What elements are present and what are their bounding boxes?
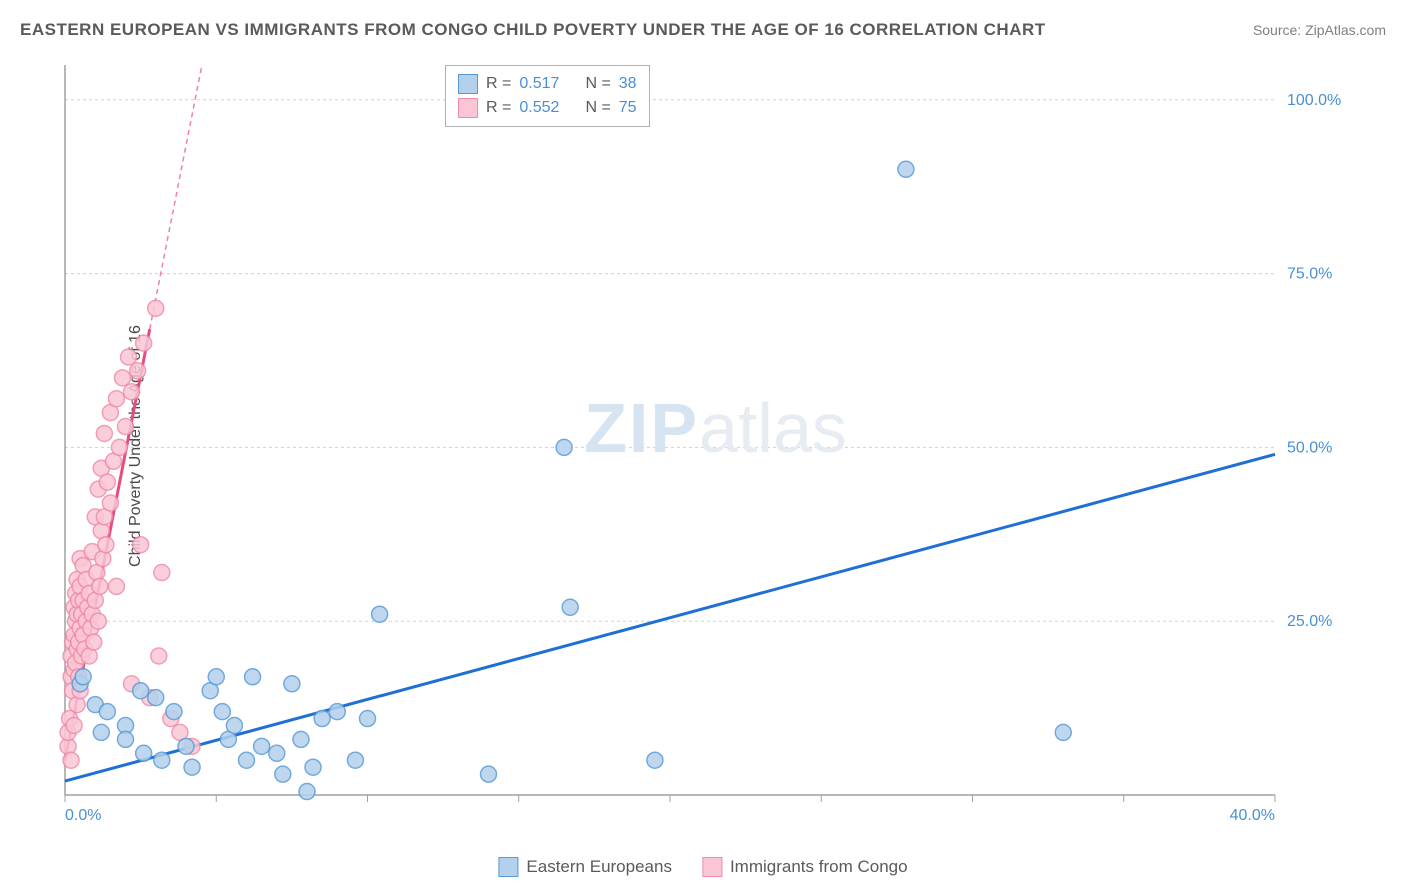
data-point-pink: [124, 384, 140, 400]
y-tick-label: 50.0%: [1287, 439, 1332, 456]
stat-r-label: R =: [486, 99, 511, 117]
data-point-blue: [214, 704, 230, 720]
trend-line-blue: [65, 454, 1275, 781]
stat-n-value: 75: [619, 99, 637, 117]
swatch-blue: [498, 857, 518, 877]
data-point-pink: [98, 537, 114, 553]
data-point-blue: [647, 752, 663, 768]
legend-item: Eastern Europeans: [498, 857, 672, 877]
stat-r-value: 0.552: [519, 99, 559, 117]
swatch-pink: [458, 98, 478, 118]
chart-header: EASTERN EUROPEAN VS IMMIGRANTS FROM CONG…: [20, 20, 1386, 40]
data-point-blue: [1055, 724, 1071, 740]
data-point-pink: [151, 648, 167, 664]
data-point-blue: [154, 752, 170, 768]
data-point-pink: [99, 474, 115, 490]
data-point-blue: [360, 711, 376, 727]
data-point-pink: [63, 752, 79, 768]
data-point-blue: [556, 439, 572, 455]
data-point-pink: [121, 349, 137, 365]
legend-label: Eastern Europeans: [526, 857, 672, 877]
data-point-blue: [99, 704, 115, 720]
legend-label: Immigrants from Congo: [730, 857, 908, 877]
bottom-legend: Eastern Europeans Immigrants from Congo: [498, 857, 907, 877]
data-point-pink: [111, 439, 127, 455]
data-point-pink: [90, 613, 106, 629]
swatch-blue: [458, 74, 478, 94]
stat-r-label: R =: [486, 75, 511, 93]
data-point-blue: [208, 669, 224, 685]
trend-line-pink-dashed: [150, 65, 202, 329]
data-point-pink: [108, 391, 124, 407]
data-point-blue: [136, 745, 152, 761]
legend-item: Immigrants from Congo: [702, 857, 908, 877]
data-point-pink: [108, 578, 124, 594]
stats-legend-box: R = 0.517 N = 38 R = 0.552 N = 75: [445, 65, 650, 127]
data-point-blue: [314, 711, 330, 727]
data-point-blue: [184, 759, 200, 775]
data-point-pink: [148, 300, 164, 316]
stats-row: R = 0.517 N = 38: [458, 72, 637, 96]
data-point-blue: [245, 669, 261, 685]
data-point-blue: [93, 724, 109, 740]
swatch-pink: [702, 857, 722, 877]
data-point-blue: [562, 599, 578, 615]
stat-n-label: N =: [585, 75, 610, 93]
data-point-pink: [96, 425, 112, 441]
data-point-blue: [148, 690, 164, 706]
data-point-blue: [299, 784, 315, 800]
data-point-pink: [66, 717, 82, 733]
data-point-blue: [284, 676, 300, 692]
data-point-blue: [133, 683, 149, 699]
stat-r-value: 0.517: [519, 75, 559, 93]
data-point-pink: [136, 335, 152, 351]
data-point-blue: [293, 731, 309, 747]
data-point-blue: [239, 752, 255, 768]
data-point-pink: [114, 370, 130, 386]
data-point-pink: [86, 634, 102, 650]
data-point-blue: [118, 731, 134, 747]
y-tick-label: 25.0%: [1287, 613, 1332, 630]
data-point-pink: [154, 565, 170, 581]
data-point-blue: [305, 759, 321, 775]
data-point-blue: [898, 161, 914, 177]
y-tick-label: 75.0%: [1287, 266, 1332, 283]
y-tick-label: 100.0%: [1287, 92, 1341, 109]
scatter-chart-svg: 25.0% 50.0% 75.0% 100.0% 0.0% 40.0%: [55, 55, 1345, 825]
data-point-blue: [254, 738, 270, 754]
data-point-blue: [481, 766, 497, 782]
data-point-blue: [166, 704, 182, 720]
chart-title: EASTERN EUROPEAN VS IMMIGRANTS FROM CONG…: [20, 20, 1046, 40]
data-point-blue: [275, 766, 291, 782]
data-point-pink: [118, 419, 134, 435]
data-point-pink: [133, 537, 149, 553]
data-point-blue: [347, 752, 363, 768]
x-tick-label: 40.0%: [1230, 807, 1275, 824]
stat-n-label: N =: [585, 99, 610, 117]
chart-area: 25.0%50.0%75.0%100.0%0.0%40.0% ZIPatlas …: [55, 55, 1376, 832]
data-point-pink: [92, 578, 108, 594]
data-point-blue: [75, 669, 91, 685]
data-point-blue: [226, 717, 242, 733]
data-point-blue: [269, 745, 285, 761]
data-point-blue: [329, 704, 345, 720]
data-point-pink: [130, 363, 146, 379]
stat-n-value: 38: [619, 75, 637, 93]
chart-source: Source: ZipAtlas.com: [1253, 22, 1386, 38]
data-point-pink: [102, 495, 118, 511]
data-point-blue: [372, 606, 388, 622]
x-tick-label: 0.0%: [65, 807, 101, 824]
stats-row: R = 0.552 N = 75: [458, 96, 637, 120]
data-point-blue: [178, 738, 194, 754]
